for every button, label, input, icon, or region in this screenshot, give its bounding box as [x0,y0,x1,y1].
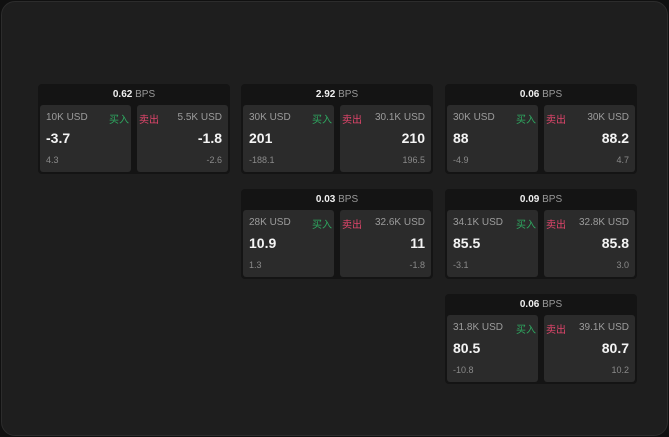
ask-size: 5.5K USD [177,112,222,123]
buy-label: 买入 [516,325,536,336]
sell-label: 卖出 [342,115,362,126]
sell-label: 卖出 [139,115,159,126]
buy-button[interactable]: 28K USD 买入 10.9 1.3 [243,210,334,277]
spread-header: 0.62 BPS [38,84,230,105]
bid-price: 10.9 [249,235,277,251]
sell-label: 卖出 [546,325,566,336]
ask-price: 85.8 [601,235,629,251]
bid-change: -188.1 [249,155,275,165]
buy-button[interactable]: 31.8K USD 买入 80.5 -10.8 [447,315,538,382]
ask-change: -1.8 [409,260,425,270]
spread-header: 0.09 BPS [445,189,637,210]
bid-price: 85.5 [453,235,481,251]
quote-card: 2.92 BPS 30K USD 买入 201 -188.1 卖出 30.1K … [241,84,433,174]
bid-price: 80.5 [453,340,481,356]
ask-size: 32.8K USD [578,217,629,228]
spread-unit: BPS [542,194,563,205]
spread-unit: BPS [338,89,359,100]
spread-value: 0.03 [315,194,336,205]
ask-price: 88.2 [601,130,629,146]
spread-header: 2.92 BPS [241,84,433,105]
buy-label: 买入 [516,115,536,126]
ask-price: 210 [401,130,425,146]
ask-size: 30K USD [587,112,629,123]
buy-button[interactable]: 10K USD 买入 -3.7 4.3 [40,105,131,172]
bid-size: 28K USD [249,217,291,228]
spread-header: 0.06 BPS [445,294,637,315]
sell-label: 卖出 [546,115,566,126]
ask-change: 3.0 [616,260,629,270]
spread-unit: BPS [542,89,563,100]
sell-label: 卖出 [546,220,566,231]
bid-change: -3.1 [453,260,469,270]
ask-change: 196.5 [402,155,425,165]
buy-label: 买入 [312,220,332,231]
quote-card: 0.06 BPS 30K USD 买入 88 -4.9 卖出 30K USD 8… [445,84,637,174]
quote-card: 0.06 BPS 31.8K USD 买入 80.5 -10.8 卖出 39.1… [445,294,637,384]
sell-button[interactable]: 卖出 30K USD 88.2 4.7 [544,105,635,172]
quote-card: 0.09 BPS 34.1K USD 买入 85.5 -3.1 卖出 32.8K… [445,189,637,279]
bid-price: 201 [249,130,273,146]
buy-label: 买入 [312,115,332,126]
sell-label: 卖出 [342,220,362,231]
bid-size: 31.8K USD [453,322,504,333]
sell-button[interactable]: 卖出 5.5K USD -1.8 -2.6 [137,105,228,172]
spread-value: 0.62 [112,89,133,100]
ask-size: 32.6K USD [374,217,425,228]
ask-size: 39.1K USD [578,322,629,333]
bid-size: 30K USD [249,112,291,123]
quote-card: 0.62 BPS 10K USD 买入 -3.7 4.3 卖出 5.5K USD… [38,84,230,174]
bid-change: -4.9 [453,155,469,165]
spread-value: 2.92 [315,89,336,100]
buy-label: 买入 [109,115,129,126]
spread-header: 0.03 BPS [241,189,433,210]
spread-value: 0.06 [519,89,540,100]
sell-button[interactable]: 卖出 32.6K USD 11 -1.8 [340,210,431,277]
quote-card: 0.03 BPS 28K USD 买入 10.9 1.3 卖出 32.6K US… [241,189,433,279]
buy-button[interactable]: 34.1K USD 买入 85.5 -3.1 [447,210,538,277]
sell-button[interactable]: 卖出 32.8K USD 85.8 3.0 [544,210,635,277]
spread-unit: BPS [542,299,563,310]
ask-change: 4.7 [616,155,629,165]
spread-unit: BPS [135,89,156,100]
ask-size: 30.1K USD [374,112,425,123]
buy-label: 买入 [516,220,536,231]
bid-change: 4.3 [46,155,59,165]
buy-button[interactable]: 30K USD 买入 201 -188.1 [243,105,334,172]
bid-change: -10.8 [453,365,474,375]
bid-price: -3.7 [46,130,71,146]
ask-price: 80.7 [601,340,629,356]
bid-price: 88 [453,130,469,146]
sell-button[interactable]: 卖出 30.1K USD 210 196.5 [340,105,431,172]
bid-change: 1.3 [249,260,262,270]
bid-size: 34.1K USD [453,217,504,228]
ask-change: 10.2 [611,365,629,375]
ask-price: 11 [410,235,425,251]
bid-size: 10K USD [46,112,88,123]
spread-value: 0.06 [519,299,540,310]
ask-price: -1.8 [197,130,222,146]
spread-value: 0.09 [519,194,540,205]
bid-size: 30K USD [453,112,495,123]
ask-change: -2.6 [206,155,222,165]
spread-unit: BPS [338,194,359,205]
spread-header: 0.06 BPS [445,84,637,105]
sell-button[interactable]: 卖出 39.1K USD 80.7 10.2 [544,315,635,382]
buy-button[interactable]: 30K USD 买入 88 -4.9 [447,105,538,172]
